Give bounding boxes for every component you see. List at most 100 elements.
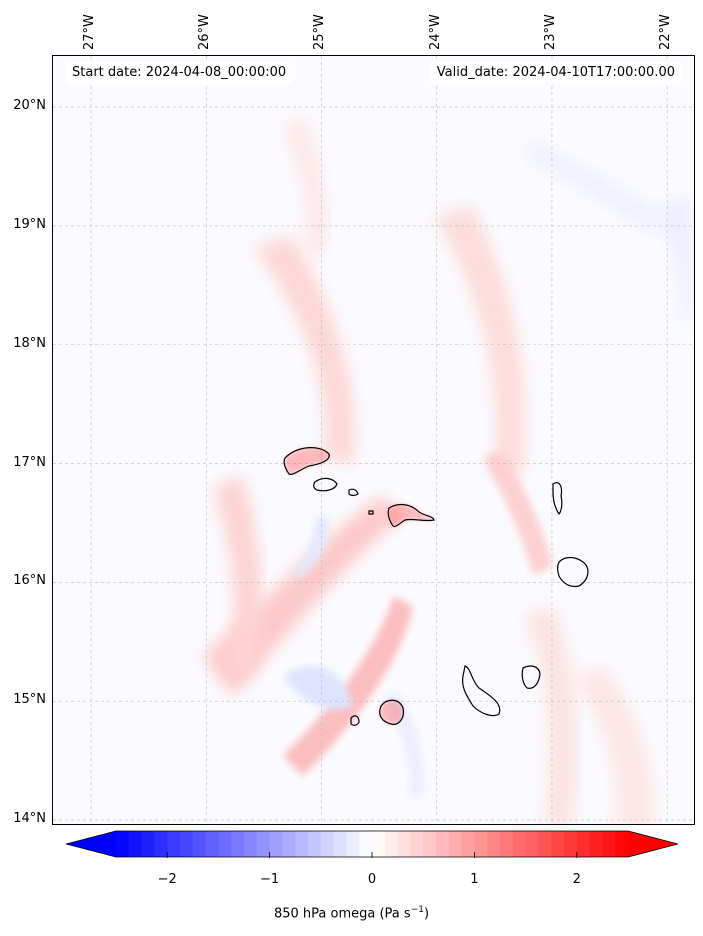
lat-tick-label: 17°N: [13, 454, 46, 470]
omega-shading: [433, 206, 526, 476]
colorbar-label: 850 hPa omega (Pa s−1): [0, 905, 703, 921]
colorbar-segment: [192, 831, 207, 857]
colorbar-segment: [551, 831, 565, 857]
lat-tick-label: 20°N: [13, 98, 46, 114]
valid-date-label: Valid_date: 2024-04-10T17:00:00.00: [430, 62, 681, 84]
island-updraft-santo-antao: [284, 447, 330, 475]
colorbar-segment: [448, 831, 463, 857]
lat-tick-label: 18°N: [13, 335, 46, 351]
colorbar-outline: [66, 830, 678, 858]
omega-shading: [253, 236, 355, 466]
colorbar-segment: [346, 831, 360, 857]
colorbar-segment: [256, 831, 271, 857]
omega-shading: [483, 451, 553, 576]
colorbar-segment: [154, 831, 168, 857]
omega-field: [203, 116, 693, 824]
omega-shading: [283, 596, 413, 776]
lat-tick-label: 19°N: [13, 216, 46, 232]
coastline-sao-nicolau: [387, 503, 435, 528]
map-panel: [52, 55, 695, 825]
colorbar-segment: [423, 831, 437, 857]
colorbar-segment: [487, 831, 501, 857]
coastline-raso: [368, 510, 374, 515]
omega-shading: [293, 516, 330, 576]
colorbar-tick-label: −2: [157, 872, 177, 887]
omega-shading: [653, 196, 693, 326]
omega-shading: [213, 476, 262, 676]
omega-shading: [523, 606, 578, 824]
coastline-fogo: [379, 699, 404, 725]
lon-tick-label: 22°W: [658, 14, 674, 50]
colorbar-segment: [500, 831, 514, 857]
lon-tick-label: 25°W: [312, 14, 328, 50]
colorbar-segment: [218, 831, 232, 857]
coastline-maio: [521, 665, 541, 689]
coastline-santo-antao: [283, 447, 330, 475]
colorbar-units-exponent: −1: [410, 905, 424, 915]
coastline-boa-vista: [556, 556, 589, 588]
colorbar-segment: [576, 831, 591, 857]
colorbar-segment: [128, 831, 143, 857]
island-updraft-sao-nicolau: [388, 504, 434, 527]
lon-tick-label: 23°W: [542, 14, 558, 50]
omega-shading: [283, 666, 353, 710]
lon-tick-label: 24°W: [427, 14, 443, 50]
colorbar-units-close: ): [423, 906, 430, 922]
colorbar-tick-label: 1: [470, 872, 479, 887]
coastline-sal: [552, 482, 563, 515]
colorbar-segment: [295, 831, 309, 857]
lat-tick-label: 14°N: [13, 811, 46, 827]
colorbar-segment: [320, 831, 335, 857]
colorbar: [66, 830, 678, 858]
colorbar-extend-min: [66, 831, 116, 857]
colorbar-segment: [474, 831, 488, 857]
lon-tick-label: 26°W: [197, 14, 213, 50]
colorbar-segment: [205, 831, 219, 857]
colorbar-segment: [538, 831, 552, 857]
colorbar-tick-label: 2: [572, 872, 581, 887]
omega-shading: [283, 116, 327, 256]
colorbar-segment: [116, 831, 130, 857]
omega-field-map: [53, 56, 694, 824]
colorbar-segment: [410, 831, 424, 857]
colorbar-extend-max: [628, 831, 678, 857]
colorbar-units: Pa s: [384, 906, 411, 922]
colorbar-variable: 850 hPa omega: [273, 906, 376, 922]
colorbar-tick-label: −1: [260, 872, 280, 887]
colorbar-segment: [461, 831, 475, 857]
colorbar-segment: [333, 831, 347, 857]
lon-tick-label: 27°W: [82, 14, 98, 50]
colorbar-segment: [167, 831, 181, 857]
colorbar-segment: [615, 831, 629, 857]
colorbar-units-open: (: [379, 906, 385, 922]
colorbar-segment: [308, 831, 322, 857]
colorbar-segment: [372, 831, 386, 857]
coastline-sao-vicente: [313, 477, 338, 492]
colorbar-segment: [231, 831, 245, 857]
coastline-santiago: [462, 665, 501, 717]
coastline-santa-luzia: [348, 488, 359, 497]
colorbar-segment: [512, 831, 527, 857]
gridlines: [53, 56, 694, 824]
island-updraft-fogo: [379, 700, 404, 725]
colorbar-segment: [282, 831, 296, 857]
colorbar-segment: [180, 831, 194, 857]
coastline-brava: [350, 715, 360, 726]
colorbar-segment: [359, 831, 373, 857]
start-date-label: Start date: 2024-04-08_00:00:00: [66, 62, 293, 84]
omega-shading: [523, 141, 663, 236]
colorbar-segment: [602, 831, 616, 857]
colorbar-segment: [244, 831, 258, 857]
colorbar-segment: [384, 831, 399, 857]
colorbar-segment: [141, 831, 155, 857]
colorbar-tick-label: 0: [367, 872, 377, 887]
coastlines: [283, 447, 589, 726]
colorbar-segment: [397, 831, 411, 857]
lat-tick-label: 15°N: [13, 692, 46, 708]
colorbar-segment: [564, 831, 578, 857]
omega-shading: [573, 666, 654, 824]
lat-tick-label: 16°N: [13, 573, 46, 589]
colorbar-segment: [589, 831, 603, 857]
colorbar-segment: [436, 831, 450, 857]
colorbar-segment: [269, 831, 283, 857]
